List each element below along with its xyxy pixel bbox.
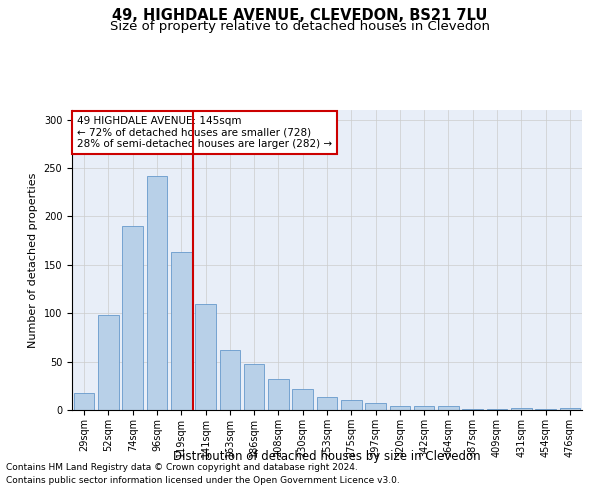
Text: 49 HIGHDALE AVENUE: 145sqm
← 72% of detached houses are smaller (728)
28% of sem: 49 HIGHDALE AVENUE: 145sqm ← 72% of deta…: [77, 116, 332, 149]
Bar: [220, 350, 240, 410]
Bar: [195, 304, 216, 410]
Text: Contains HM Land Registry data © Crown copyright and database right 2024.: Contains HM Land Registry data © Crown c…: [6, 464, 358, 472]
Bar: [146, 176, 167, 410]
Y-axis label: Number of detached properties: Number of detached properties: [28, 172, 38, 348]
Text: Contains public sector information licensed under the Open Government Licence v3: Contains public sector information licen…: [6, 476, 400, 485]
Bar: [414, 406, 434, 410]
Bar: [535, 409, 556, 410]
Bar: [244, 364, 265, 410]
Bar: [292, 388, 313, 410]
Bar: [487, 409, 508, 410]
Bar: [463, 409, 483, 410]
Bar: [438, 406, 459, 410]
Bar: [560, 408, 580, 410]
Bar: [317, 398, 337, 410]
Bar: [74, 392, 94, 410]
Bar: [341, 400, 362, 410]
Bar: [268, 379, 289, 410]
Bar: [98, 315, 119, 410]
Bar: [171, 252, 191, 410]
Text: 49, HIGHDALE AVENUE, CLEVEDON, BS21 7LU: 49, HIGHDALE AVENUE, CLEVEDON, BS21 7LU: [112, 8, 488, 22]
Bar: [122, 226, 143, 410]
Bar: [365, 403, 386, 410]
Bar: [511, 408, 532, 410]
Text: Size of property relative to detached houses in Clevedon: Size of property relative to detached ho…: [110, 20, 490, 33]
Text: Distribution of detached houses by size in Clevedon: Distribution of detached houses by size …: [173, 450, 481, 463]
Bar: [389, 406, 410, 410]
